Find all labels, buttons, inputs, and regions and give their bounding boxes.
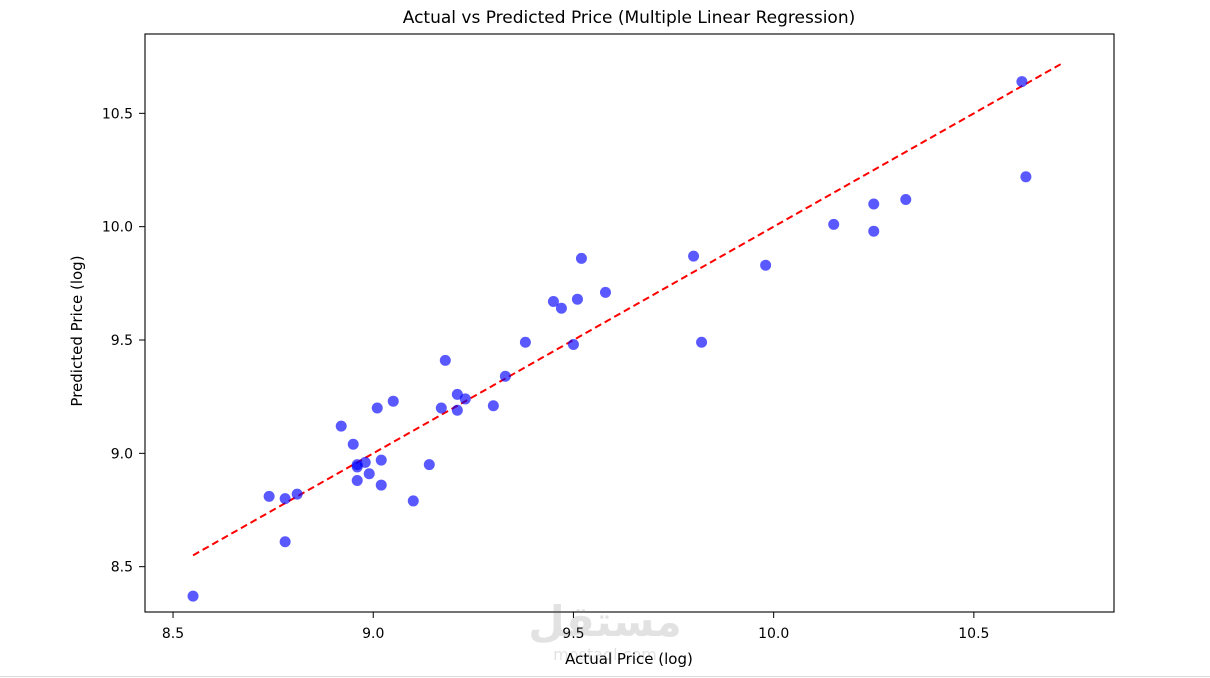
y-tick-label: 10.0 [102, 220, 133, 236]
x-axis-label: Actual Price (log) [565, 650, 693, 668]
scatter-point [900, 193, 912, 205]
scatter-points [187, 76, 1032, 602]
scatter-point [423, 459, 435, 471]
x-tick-label: 10.0 [758, 626, 789, 642]
scatter-point [868, 225, 880, 237]
scatter-point [375, 454, 387, 466]
scatter-point [387, 395, 399, 407]
scatter-point [487, 400, 499, 412]
scatter-point [351, 461, 363, 473]
scatter-point [351, 475, 363, 487]
scatter-point [439, 354, 451, 366]
y-tick-label: 9.5 [111, 333, 133, 349]
scatter-point [363, 468, 375, 480]
watermark-text: مستقل [528, 597, 682, 646]
y-tick-label: 10.5 [102, 106, 133, 122]
y-axis-ticks: 8.5 9.0 9.5 10.0 10.5 [102, 106, 145, 576]
scatter-point [187, 590, 199, 602]
scatter-point [1016, 76, 1028, 88]
scatter-point [499, 370, 511, 382]
plot-area [144, 33, 1115, 613]
scatter-point [279, 536, 291, 548]
scatter-point [547, 295, 559, 307]
scatter-point [575, 252, 587, 264]
scatter-point [407, 495, 419, 507]
scatter-point [291, 488, 303, 500]
frame-bottom-border [0, 676, 1210, 677]
scatter-point [567, 339, 579, 351]
y-tick-label: 8.5 [111, 560, 133, 576]
reference-line [192, 62, 1063, 557]
scatter-point [688, 250, 700, 262]
scatter-point [868, 198, 880, 210]
watermark-logo: مستقل mostaql.com [528, 597, 682, 664]
scatter-point [375, 479, 387, 491]
scatter-point [599, 286, 611, 298]
scatter-point [571, 293, 583, 305]
y-axis-label: Predicted Price (log) [68, 255, 86, 406]
scatter-point [451, 388, 463, 400]
scatter-point [279, 493, 291, 505]
x-axis-ticks: 8.5 9.0 9.5 10.0 10.5 [162, 612, 989, 642]
scatter-point [696, 336, 708, 348]
x-tick-label: 8.5 [162, 626, 184, 642]
chart-title: Actual vs Predicted Price (Multiple Line… [403, 8, 855, 28]
scatter-point [359, 456, 371, 468]
scatter-point [519, 336, 531, 348]
scatter-point [371, 402, 383, 414]
y-tick-label: 9.0 [111, 446, 133, 462]
x-tick-label: 9.0 [362, 626, 384, 642]
scatter-point [760, 259, 772, 271]
scatter-point [435, 402, 447, 414]
plot-frame [144, 33, 1115, 613]
scatter-point [347, 438, 359, 450]
x-tick-label: 9.5 [562, 626, 584, 642]
scatter-point [335, 420, 347, 432]
reference-line-group [192, 62, 1063, 557]
scatter-point [263, 490, 275, 502]
scatter-point [555, 302, 567, 314]
scatter-point [1020, 171, 1032, 183]
watermark-subtext: mostaql.com [553, 645, 657, 664]
x-tick-label: 10.5 [958, 626, 989, 642]
scatter-point [828, 218, 840, 230]
scatter-point [459, 393, 471, 405]
scatter-point [451, 404, 463, 416]
